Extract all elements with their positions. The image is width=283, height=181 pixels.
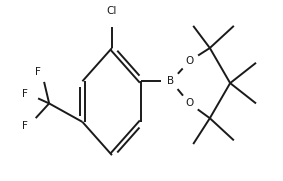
Text: O: O — [185, 56, 194, 66]
Text: Cl: Cl — [107, 6, 117, 16]
Text: F: F — [22, 89, 28, 99]
Text: F: F — [35, 67, 41, 77]
Text: B: B — [168, 76, 175, 86]
Text: O: O — [185, 98, 194, 108]
Text: F: F — [22, 121, 28, 131]
